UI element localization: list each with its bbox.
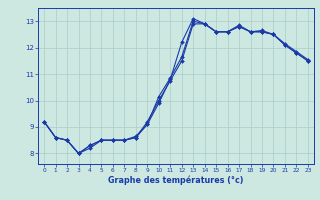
X-axis label: Graphe des températures (°c): Graphe des températures (°c) bbox=[108, 176, 244, 185]
